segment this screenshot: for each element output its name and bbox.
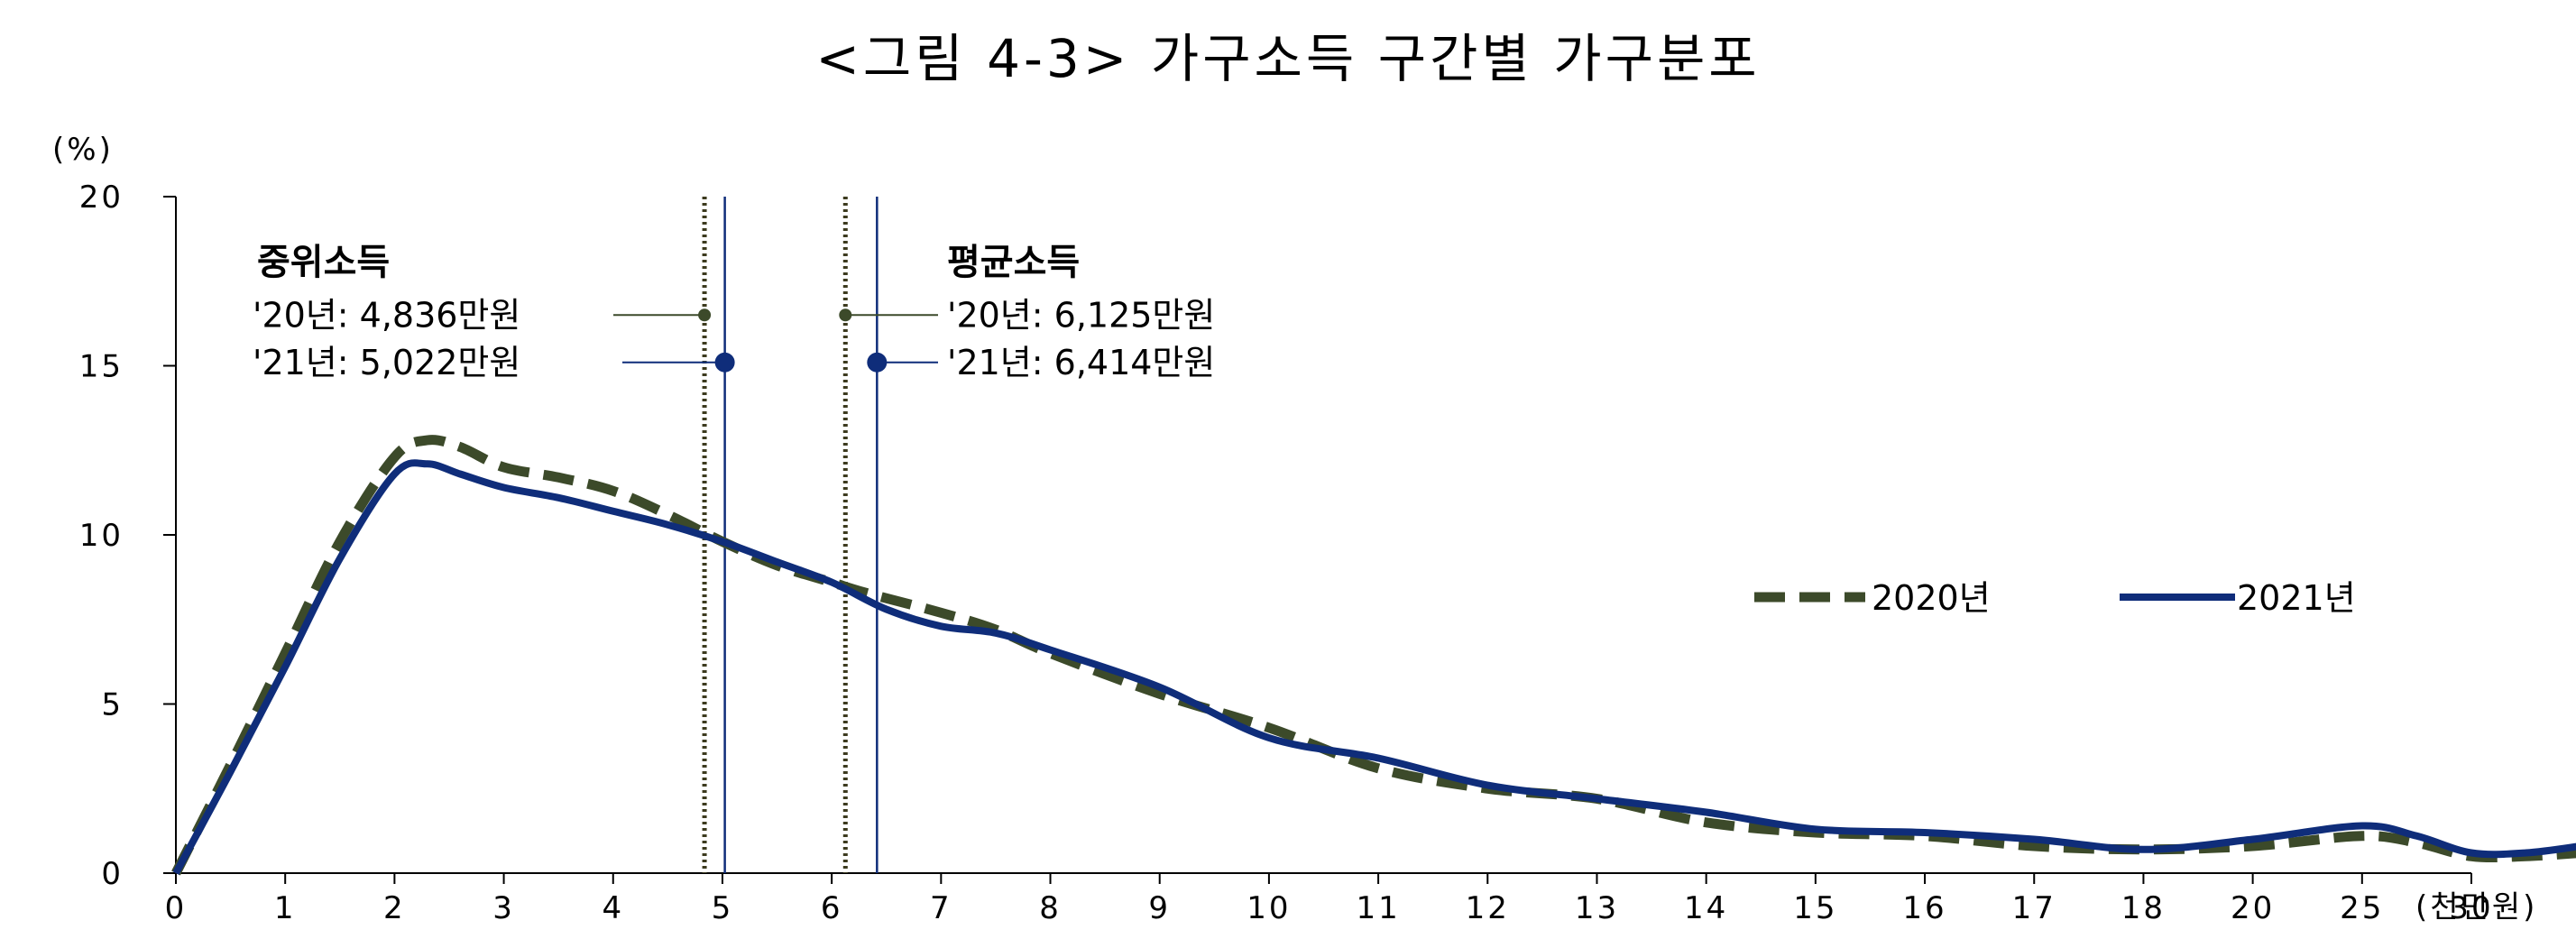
legend: 2020년 2021년 (1754, 578, 2356, 618)
y-tick-label: 10 (79, 518, 124, 554)
x-tick-label: 13 (1575, 890, 1619, 926)
x-tick-label: 1 (274, 890, 297, 926)
mean-2020-label: '20년: 6,125만원 (947, 295, 1215, 335)
series-2021-line (172, 459, 2576, 875)
legend-2020-label: 2020년 (1872, 578, 1991, 618)
x-tick-label: 18 (2121, 890, 2166, 926)
legend-2021-label: 2021년 (2237, 578, 2356, 618)
reference-lines (702, 197, 879, 873)
y-tick-label: 5 (101, 687, 124, 723)
y-tick-label: 15 (79, 349, 124, 385)
x-tick-label: 8 (1039, 890, 1062, 926)
y-tick-label: 0 (101, 856, 124, 892)
series-group (171, 435, 2576, 876)
x-tick-label: 14 (1684, 890, 1728, 926)
x-axis-unit-label: (천만원) (2415, 889, 2537, 925)
median-2021-marker (714, 352, 735, 373)
x-tick-label: 6 (821, 890, 843, 926)
x-tick-label: 17 (2012, 890, 2056, 926)
x-tick-label: 11 (1356, 890, 1400, 926)
mean-heading: 평균소득 (947, 242, 1080, 283)
x-tick-label: 16 (1902, 890, 1946, 926)
x-tick-label: 20 (2231, 890, 2275, 926)
mean-2021-label: '21년: 6,414만원 (947, 343, 1215, 382)
x-tick-label: 12 (1466, 890, 1510, 926)
mean-2020-marker (839, 308, 852, 322)
x-tick-label: 2 (383, 890, 406, 926)
median-2021-label: '21년: 5,022만원 (253, 343, 520, 382)
chart-title: <그림 4-3> 가구소득 구간별 가구분포 (815, 28, 1761, 89)
mean-2021-marker (867, 352, 888, 373)
x-tick-label: 5 (712, 890, 734, 926)
median-heading: 중위소득 (257, 242, 390, 283)
series-2020-line (171, 435, 2576, 876)
y-tick-label: 20 (79, 179, 124, 216)
x-tick-label: 15 (1793, 890, 1837, 926)
median-2020-label: '20년: 4,836만원 (253, 295, 520, 335)
x-axis-ticks: 0 1 2 3 4 5 6 7 8 9 10 11 12 13 14 15 16 17 18 20 25 30 (165, 873, 2493, 926)
x-tick-label: 30 (2449, 890, 2493, 926)
annotations: 중위소득 '20년: 4,836만원 '21년: 5,022만원 평균소득 '20년: … (253, 242, 1215, 382)
x-tick-label: 7 (930, 890, 952, 926)
x-tick-label: 3 (492, 890, 515, 926)
x-tick-label: 10 (1247, 890, 1291, 926)
y-axis-unit-label: (%) (52, 132, 114, 168)
x-tick-label: 0 (165, 890, 188, 926)
x-tick-label: 25 (2340, 890, 2384, 926)
x-tick-label: 4 (602, 890, 624, 926)
x-tick-label: 9 (1148, 890, 1171, 926)
median-2020-marker (698, 308, 712, 322)
y-axis-ticks: 0 5 10 15 20 (79, 179, 176, 892)
